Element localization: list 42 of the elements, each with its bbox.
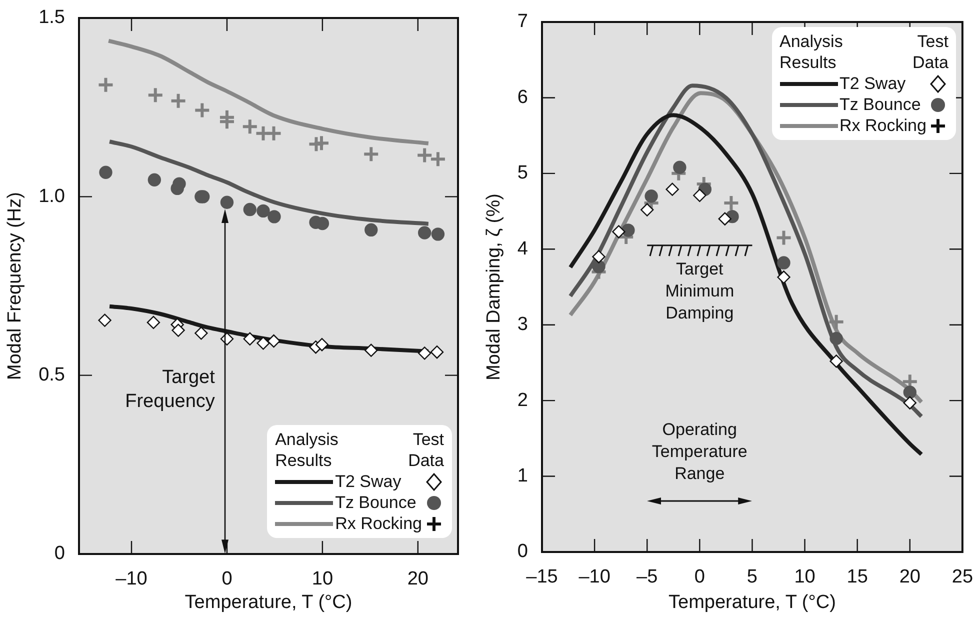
legend-title: Analysis Results	[275, 429, 340, 471]
legend-title: Analysis Results	[780, 31, 844, 73]
y-tick-label: 1.0	[38, 186, 65, 207]
x-tick-label: 0	[694, 566, 705, 588]
x-tick-label: 10	[312, 568, 334, 590]
y-tick-label: 5	[517, 162, 528, 184]
legend-label: Rx Rocking	[335, 513, 422, 534]
x-tick-label: 15	[846, 566, 868, 588]
y-tick-label: 3	[517, 314, 528, 336]
y-tick-label: 2	[517, 390, 528, 411]
y-tick-label: 0	[54, 543, 65, 564]
x-tick-label: 20	[899, 566, 920, 588]
y-tick-label: 4	[517, 238, 528, 260]
x-tick-label: –5	[636, 566, 658, 588]
x-tick-label: 20	[407, 568, 428, 590]
y-tick-label: 0.5	[38, 364, 65, 386]
x-axis-title: Temperature, T (°C)	[668, 592, 836, 613]
annotation: Operating Temperature Range	[650, 419, 748, 486]
legend-label: T2 Sway	[840, 73, 907, 94]
x-tick-label: 25	[952, 566, 974, 588]
ref-line-label: Target Minimum Damping	[665, 260, 734, 323]
y-tick-label: 1	[517, 466, 528, 487]
legend-label: Rx Rocking	[840, 115, 926, 136]
annotation: Test Data	[407, 429, 444, 471]
annotation: Target Frequency	[124, 366, 215, 414]
x-axis-title: Temperature, T (°C)	[184, 592, 352, 613]
legend-label: Tz Bounce	[840, 94, 922, 115]
x-tick-label: 0	[222, 568, 232, 590]
x-tick-label: 10	[794, 566, 816, 588]
y-axis-title: Modal Frequency (Hz)	[4, 192, 26, 380]
y-axis-title: Modal Damping, ζ (%)	[484, 194, 505, 380]
x-tick-label: –15	[526, 566, 558, 588]
x-tick-label: –10	[116, 568, 148, 590]
y-tick-label: 7	[517, 11, 528, 32]
y-tick-label: 1.5	[38, 7, 65, 28]
legend-label: T2 Sway	[335, 471, 402, 492]
x-tick-label: –10	[578, 566, 610, 588]
annotation: Test Data	[912, 31, 948, 73]
y-tick-label: 6	[517, 86, 528, 108]
legend-label: Tz Bounce	[335, 492, 418, 513]
x-tick-label: 5	[746, 566, 758, 588]
y-tick-label: 0	[517, 541, 528, 562]
